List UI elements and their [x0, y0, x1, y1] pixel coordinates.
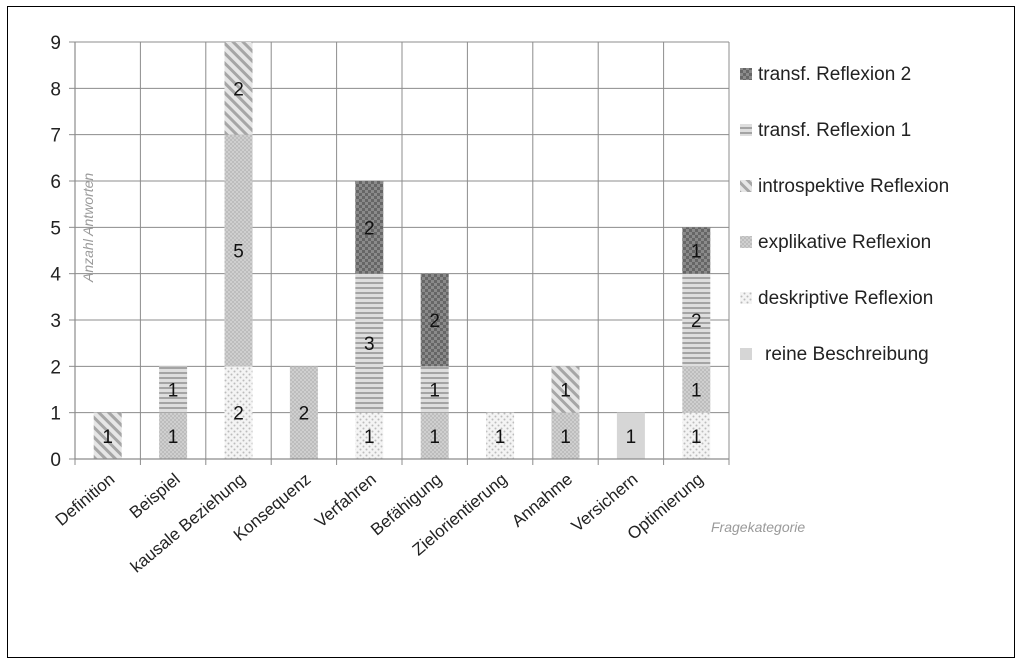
legend-item: transf. Reflexion 2: [740, 64, 911, 85]
data-label: 2: [299, 404, 310, 425]
data-label: 2: [364, 218, 375, 239]
data-label: 1: [560, 427, 571, 448]
legend-swatch: [740, 348, 752, 360]
bar-segment: [682, 273, 711, 367]
data-label: 1: [364, 427, 375, 448]
bar-segment: [93, 412, 122, 459]
legend-label: deskriptive Reflexion: [758, 288, 933, 309]
bar-segment: [355, 273, 384, 413]
data-label: 1: [691, 381, 702, 402]
y-tick-label: 8: [50, 79, 61, 100]
x-tick-label: Annahme: [508, 470, 576, 531]
x-tick-label: Beispiel: [126, 470, 184, 523]
bar-segment: [224, 42, 253, 135]
x-tick-label: Definition: [52, 470, 119, 530]
legend-swatch: [740, 68, 752, 80]
bars: [93, 42, 711, 459]
data-label: 1: [168, 381, 179, 402]
data-label: 1: [429, 381, 440, 402]
x-axis-title: Fragekategorie: [711, 519, 805, 535]
legend: transf. Reflexion 2 transf. Reflexion 1 in…: [740, 64, 949, 365]
bar-segment: [551, 366, 580, 413]
legend-label: introspektive Reflexion: [758, 176, 949, 197]
bar-segment: [682, 366, 711, 413]
data-label: 5: [233, 242, 244, 263]
chart-frame: 0 1 2 3 4 5 6 7 8 9 Definition Beispiel kausale Bezi…: [7, 6, 1015, 658]
y-tick-label: 2: [50, 357, 61, 378]
data-label: 1: [429, 427, 440, 448]
bar-segment: [355, 181, 384, 274]
y-tick-label: 6: [50, 172, 61, 193]
legend-label: transf. Reflexion 1: [758, 120, 911, 141]
legend-swatch: [740, 292, 752, 304]
bar-segment: [682, 412, 711, 459]
data-label: 2: [691, 311, 702, 332]
bar-segment: [486, 412, 515, 459]
bar-segment: [420, 273, 449, 367]
data-label: 3: [364, 334, 375, 355]
bar-segment: [551, 412, 580, 459]
data-label: 1: [560, 381, 571, 402]
y-tick-label: 7: [50, 126, 61, 147]
data-label: 1: [102, 427, 113, 448]
bar-segment: [224, 134, 253, 367]
bar-segment: [289, 366, 318, 459]
y-tick-label: 5: [50, 218, 61, 239]
bar-segment: [355, 412, 384, 459]
legend-item: explikative Reflexion: [740, 232, 931, 253]
bar-segment: [682, 227, 711, 274]
legend-item: transf. Reflexion 1: [740, 120, 911, 141]
legend-swatch: [740, 180, 752, 192]
data-label: 1: [168, 427, 179, 448]
bar-segment: [420, 412, 449, 459]
bar-segment: [159, 366, 188, 413]
data-label: 2: [233, 404, 244, 425]
legend-item: introspektive Reflexion: [740, 176, 949, 197]
data-label: 1: [495, 427, 506, 448]
data-label: 1: [626, 427, 637, 448]
data-label: 2: [233, 79, 244, 100]
legend-swatch: [740, 124, 752, 136]
bar-segment: [616, 412, 645, 459]
bar-segment: [159, 412, 188, 459]
legend-label: reine Beschreibung: [765, 344, 929, 365]
legend-item: reine Beschreibung: [740, 344, 929, 365]
legend-label: explikative Reflexion: [758, 232, 931, 253]
x-tick-label: kausale Beziehung: [127, 470, 249, 577]
y-tick-label: 1: [50, 404, 61, 425]
y-axis-title: Anzahl Antworten: [80, 173, 96, 283]
y-tick-label: 4: [50, 265, 61, 286]
data-label: 2: [429, 311, 440, 332]
bar-segment: [420, 366, 449, 413]
y-tick-label: 3: [50, 311, 61, 332]
legend-item: deskriptive Reflexion: [740, 288, 933, 309]
data-label: 1: [691, 242, 702, 263]
data-labels: 1 1 1 2 5 2 2 1 3 2 1 1 2 1 1 1 1 1 1 2 1: [102, 79, 701, 448]
y-tick-label: 0: [50, 450, 61, 471]
bar-segment: [224, 366, 253, 459]
y-tick-label: 9: [50, 33, 61, 54]
legend-swatch: [740, 236, 752, 248]
legend-label: transf. Reflexion 2: [758, 64, 911, 85]
data-label: 1: [691, 427, 702, 448]
